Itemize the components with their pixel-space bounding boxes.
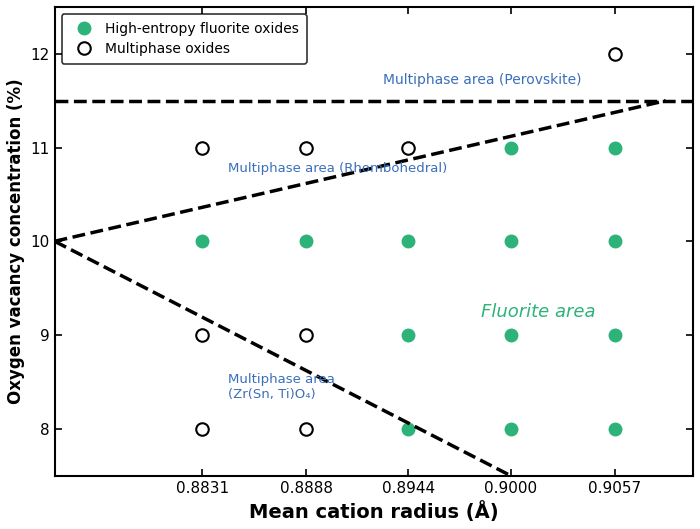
X-axis label: Mean cation radius (Å): Mean cation radius (Å) [249, 501, 498, 522]
Y-axis label: Oxygen vacancy concentration (%): Oxygen vacancy concentration (%) [7, 78, 25, 404]
Text: Fluorite area: Fluorite area [481, 303, 595, 321]
Text: Multiphase area (Rhombohedral): Multiphase area (Rhombohedral) [228, 162, 447, 175]
Text: Multiphase area
(Zr(Sn, Ti)O₄): Multiphase area (Zr(Sn, Ti)O₄) [228, 372, 335, 400]
Legend: High-entropy fluorite oxides, Multiphase oxides: High-entropy fluorite oxides, Multiphase… [62, 14, 307, 64]
Text: Multiphase area (Perovskite): Multiphase area (Perovskite) [383, 73, 582, 87]
